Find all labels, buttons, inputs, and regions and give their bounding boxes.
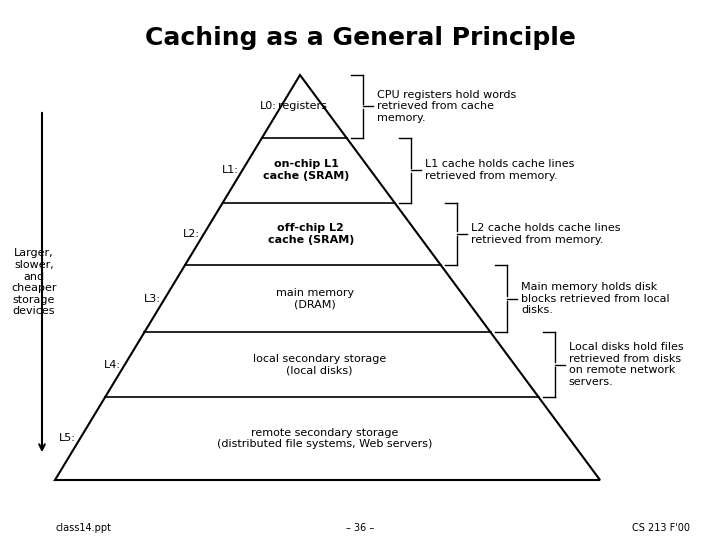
Text: on-chip L1
cache (SRAM): on-chip L1 cache (SRAM) xyxy=(264,159,350,181)
Text: – 36 –: – 36 – xyxy=(346,523,374,533)
Text: class14.ppt: class14.ppt xyxy=(55,523,111,533)
Text: Local disks hold files
retrieved from disks
on remote network
servers.: Local disks hold files retrieved from di… xyxy=(569,342,683,387)
Text: local secondary storage
(local disks): local secondary storage (local disks) xyxy=(253,354,387,375)
Text: L1 cache holds cache lines
retrieved from memory.: L1 cache holds cache lines retrieved fro… xyxy=(425,159,575,181)
Text: L5:: L5: xyxy=(59,434,76,443)
Text: Main memory holds disk
blocks retrieved from local
disks.: Main memory holds disk blocks retrieved … xyxy=(521,282,670,315)
Text: registers: registers xyxy=(278,102,327,111)
Text: L4:: L4: xyxy=(104,360,121,369)
Text: L1:: L1: xyxy=(222,165,238,175)
Text: CS 213 F'00: CS 213 F'00 xyxy=(632,523,690,533)
Text: L2:: L2: xyxy=(183,229,200,239)
Text: off-chip L2
cache (SRAM): off-chip L2 cache (SRAM) xyxy=(268,223,354,245)
Text: main memory
(DRAM): main memory (DRAM) xyxy=(276,288,354,309)
Text: CPU registers hold words
retrieved from cache
memory.: CPU registers hold words retrieved from … xyxy=(377,90,516,123)
Text: remote secondary storage
(distributed file systems, Web servers): remote secondary storage (distributed fi… xyxy=(217,428,433,449)
Text: Caching as a General Principle: Caching as a General Principle xyxy=(145,26,575,50)
Text: Larger,
slower,
and
cheaper
storage
devices: Larger, slower, and cheaper storage devi… xyxy=(12,248,57,316)
Text: L3:: L3: xyxy=(144,294,161,304)
Polygon shape xyxy=(55,75,600,480)
Text: L0:: L0: xyxy=(260,102,277,111)
Text: L2 cache holds cache lines
retrieved from memory.: L2 cache holds cache lines retrieved fro… xyxy=(472,223,621,245)
